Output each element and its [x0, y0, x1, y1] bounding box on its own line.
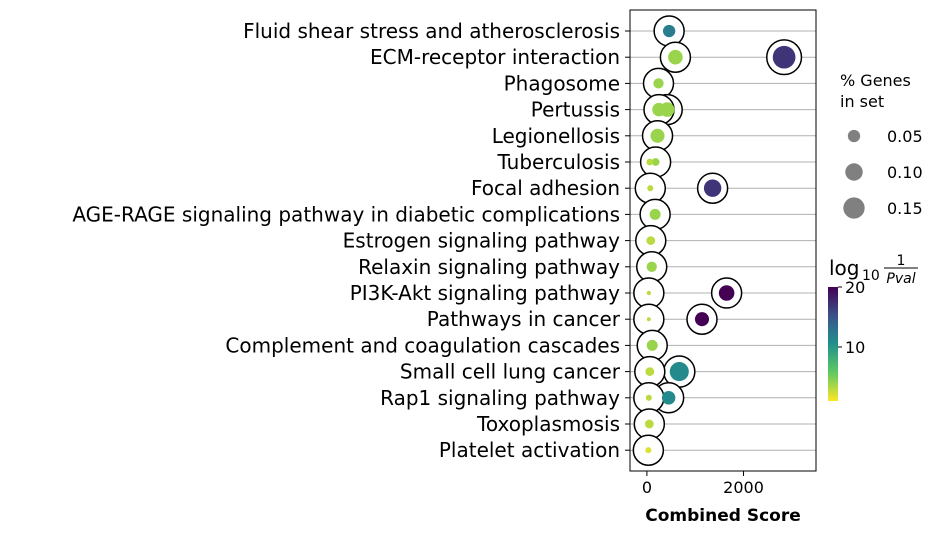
y-tick-label: AGE-RAGE signaling pathway in diabetic c…: [72, 202, 620, 226]
size-legend-label: 0.15: [887, 199, 923, 218]
y-tick-label: Legionellosis: [492, 124, 620, 148]
data-point: [652, 102, 666, 117]
size-legend-label: 0.10: [887, 163, 923, 182]
colorbar-title-num: 1: [897, 253, 906, 269]
data-point: [703, 179, 722, 197]
data-point: [646, 317, 651, 322]
x-tick-label: 2000: [723, 478, 764, 497]
size-legend-marker: [847, 129, 861, 143]
colorbar-tick-label: 10: [845, 338, 865, 357]
size-legend: % Genes in set 0.05 0.10 0.15: [840, 71, 923, 219]
y-tick-label: Toxoplasmosis: [476, 412, 620, 436]
data-point: [646, 261, 657, 272]
colorbar-title-sub: 10: [862, 268, 880, 284]
y-tick-label: Focal adhesion: [471, 176, 620, 200]
data-points: [644, 24, 796, 454]
data-point: [646, 339, 658, 351]
data-point: [649, 208, 661, 220]
data-point: [645, 394, 652, 401]
y-tick-label: Platelet activation: [439, 438, 620, 462]
data-point: [647, 185, 654, 192]
data-point: [650, 128, 665, 143]
size-legend-marker: [845, 163, 863, 181]
data-point: [694, 312, 710, 327]
data-point: [662, 24, 676, 38]
y-tick-label: Complement and coagulation cascades: [225, 333, 620, 357]
size-legend-title-line1: % Genes: [840, 71, 911, 90]
data-point: [669, 362, 689, 382]
data-point: [646, 290, 651, 296]
colorbar-title-log: log: [829, 256, 860, 280]
data-point: [644, 419, 654, 429]
y-tick-label: Pathways in cancer: [427, 307, 621, 331]
colorbar-title-den: Pval: [886, 271, 915, 287]
colorbar-gradient: [828, 287, 838, 401]
y-tick-label: Tuberculosis: [497, 150, 621, 174]
y-tick-label: Rap1 signaling pathway: [380, 386, 620, 410]
data-point: [718, 285, 735, 301]
y-tick-label: ECM-receptor interaction: [370, 45, 620, 69]
data-point: [653, 78, 664, 89]
y-tick-label: Estrogen signaling pathway: [343, 229, 620, 253]
data-point: [668, 49, 683, 65]
data-point: [645, 447, 652, 454]
size-legend-marker: [843, 197, 865, 219]
data-point: [646, 158, 654, 166]
data-point: [661, 391, 676, 405]
x-axis-title: Combined Score: [645, 506, 801, 526]
term-labels: Fluid shear stress and atherosclerosisEC…: [72, 19, 630, 462]
highlight-rings: [632, 15, 803, 466]
y-tick-label: Small cell lung cancer: [400, 360, 621, 384]
y-tick-label: Fluid shear stress and atherosclerosis: [243, 19, 620, 43]
y-tick-label: Phagosome: [504, 71, 620, 95]
size-legend-title-line2: in set: [840, 92, 884, 111]
data-point: [645, 367, 655, 376]
size-legend-label: 0.05: [887, 127, 923, 146]
data-point: [651, 158, 660, 166]
x-axis: 0 2000: [642, 471, 764, 497]
data-point: [646, 236, 656, 245]
y-tick-label: Pertussis: [531, 98, 620, 122]
data-point: [772, 45, 796, 69]
y-tick-label: PI3K-Akt signaling pathway: [350, 281, 620, 305]
colorbar-tick-label: 20: [845, 278, 865, 297]
y-tick-label: Relaxin signaling pathway: [358, 255, 620, 279]
x-tick-label: 0: [642, 478, 652, 497]
